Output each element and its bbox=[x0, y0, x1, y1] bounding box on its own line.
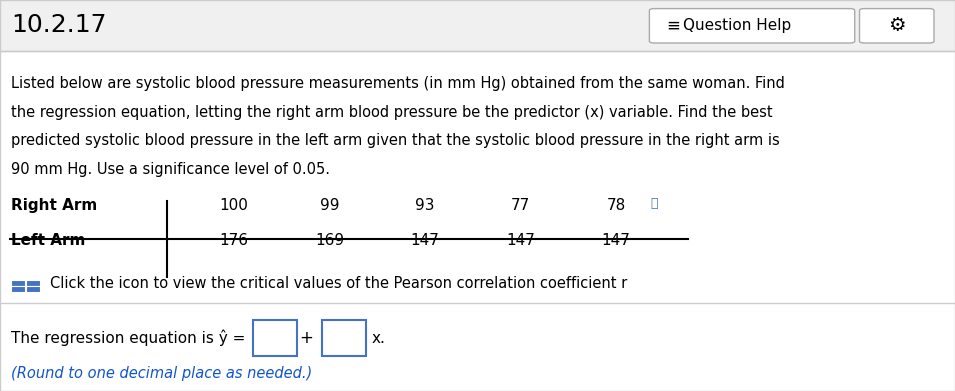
Text: 176: 176 bbox=[220, 233, 248, 248]
Text: x.: x. bbox=[371, 331, 386, 346]
FancyBboxPatch shape bbox=[649, 9, 855, 43]
Text: Click the icon to view the critical values of the Pearson correlation coefficien: Click the icon to view the critical valu… bbox=[50, 276, 626, 291]
Text: Right Arm: Right Arm bbox=[11, 198, 97, 213]
Text: Left Arm: Left Arm bbox=[11, 233, 86, 248]
Text: ≡: ≡ bbox=[667, 16, 681, 34]
Text: 93: 93 bbox=[415, 198, 435, 213]
FancyBboxPatch shape bbox=[11, 286, 25, 292]
Text: predicted systolic blood pressure in the left arm given that the systolic blood : predicted systolic blood pressure in the… bbox=[11, 133, 780, 148]
Text: ⚙: ⚙ bbox=[888, 16, 905, 35]
Text: 77: 77 bbox=[511, 198, 530, 213]
FancyBboxPatch shape bbox=[860, 9, 934, 43]
Text: Question Help: Question Help bbox=[683, 18, 791, 33]
FancyBboxPatch shape bbox=[253, 320, 297, 356]
FancyBboxPatch shape bbox=[11, 280, 25, 286]
Text: 147: 147 bbox=[506, 233, 535, 248]
Text: 90 mm Hg. Use a significance level of 0.05.: 90 mm Hg. Use a significance level of 0.… bbox=[11, 162, 330, 177]
Text: 99: 99 bbox=[320, 198, 339, 213]
Text: 147: 147 bbox=[602, 233, 630, 248]
Text: +: + bbox=[300, 329, 313, 347]
Text: 169: 169 bbox=[315, 233, 344, 248]
Text: 147: 147 bbox=[411, 233, 439, 248]
Text: the regression equation, letting the right arm blood pressure be the predictor (: the regression equation, letting the rig… bbox=[11, 105, 774, 120]
Text: ⧉: ⧉ bbox=[650, 197, 658, 210]
Text: 100: 100 bbox=[220, 198, 248, 213]
FancyBboxPatch shape bbox=[0, 0, 955, 51]
Text: Listed below are systolic blood pressure measurements (in mm Hg) obtained from t: Listed below are systolic blood pressure… bbox=[11, 76, 785, 91]
Text: 10.2.17: 10.2.17 bbox=[11, 13, 107, 38]
FancyBboxPatch shape bbox=[26, 286, 40, 292]
Text: 78: 78 bbox=[606, 198, 626, 213]
Text: The regression equation is ŷ =: The regression equation is ŷ = bbox=[11, 330, 245, 346]
Text: (Round to one decimal place as needed.): (Round to one decimal place as needed.) bbox=[11, 366, 312, 381]
FancyBboxPatch shape bbox=[322, 320, 366, 356]
FancyBboxPatch shape bbox=[26, 280, 40, 286]
